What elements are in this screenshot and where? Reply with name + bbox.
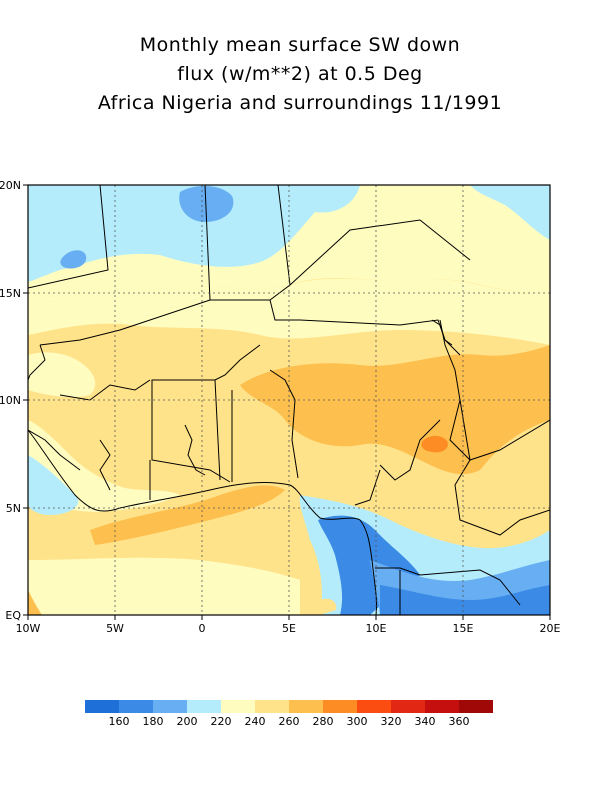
band-220-240-westpatch [28,352,96,398]
legend-label: 200 [177,715,198,728]
band-200-220-northeast [470,185,550,240]
x-tick-5w: 5W [106,622,124,635]
border-senegal [28,344,46,381]
legend-label: 220 [211,715,232,728]
legend-label: 300 [347,715,368,728]
legend-swatch [323,700,357,713]
lake-chad [431,319,453,346]
border-niger-libya [289,219,471,286]
legend-swatch [357,700,391,713]
map-title-line-3: Africa Nigeria and surroundings 11/1991 [97,92,503,114]
x-tick-labels: 10W 5W 0 5E 10E 15E 20E [16,622,561,635]
map-title-line-1: Monthly mean surface SW down [139,34,461,56]
border-mauritania [28,185,109,289]
tick-marks [23,184,551,620]
legend-swatch [425,700,459,713]
legend-swatch [187,700,221,713]
border-chad [439,319,550,461]
map-title-line-2: flux (w/m**2) at 0.5 Deg [177,63,423,85]
legend-swatch [153,700,187,713]
legend-label: 160 [109,715,130,728]
band-240-260-island [320,598,337,615]
legend-swatch [459,700,493,713]
band-260-280-gulf [90,485,285,545]
legend-swatch [221,700,255,713]
legend-label: 180 [143,715,164,728]
x-tick-15e: 15E [453,622,474,635]
legend-swatch [85,700,119,713]
x-tick-0: 0 [199,622,206,635]
legend-label: 280 [313,715,334,728]
legend-label: 360 [449,715,470,728]
boundaries [28,185,550,615]
border-liberia [99,439,111,491]
legend-labels: 160 180 200 220 240 260 280 300 320 340 360 [109,715,470,728]
legend-swatch [255,700,289,713]
y-tick-15n: 15N [0,287,21,300]
y-tick-5n: 5N [6,502,21,515]
border-burkina-ghana [151,344,261,483]
band-200-220-guinea [28,455,79,515]
border-mali-south [39,299,211,346]
band-160-180-congo-south [380,585,550,615]
gridlines [28,185,550,615]
band-280-300-spot [421,435,448,453]
y-tick-20n: 20N [0,179,21,192]
legend-swatch [391,700,425,713]
border-ghana-togo [214,379,221,481]
border-nigeria-cameroon [379,419,441,481]
legend-label: 340 [415,715,436,728]
legend-swatch [289,700,323,713]
band-260-280-central [240,345,550,475]
band-260-280-southwest-corner [28,590,42,615]
border-cameroon-coast [354,469,381,506]
x-tick-10w: 10W [16,622,41,635]
lake-volta [184,424,206,476]
border-guinea-mali [59,379,151,401]
legend-colorbar [85,700,493,713]
legend-label: 240 [245,715,266,728]
band-200-220-sahara [28,185,360,282]
x-tick-10e: 10E [366,622,387,635]
border-congo-gabon [375,567,521,606]
y-tick-eq: EQ [5,609,21,622]
band-180-200-west-spot [60,250,87,269]
x-tick-20e: 20E [540,622,561,635]
y-tick-labels: 20N 15N 10N 5N EQ [0,179,21,622]
y-tick-10n: 10N [0,394,21,407]
legend-swatch [119,700,153,713]
border-car [454,399,550,536]
band-220-240-gulf-south [28,557,300,615]
legend-label: 260 [279,715,300,728]
legend-label: 320 [381,715,402,728]
border-sierra-leone [28,429,81,471]
x-tick-5e: 5E [282,622,296,635]
coastline [28,429,377,615]
